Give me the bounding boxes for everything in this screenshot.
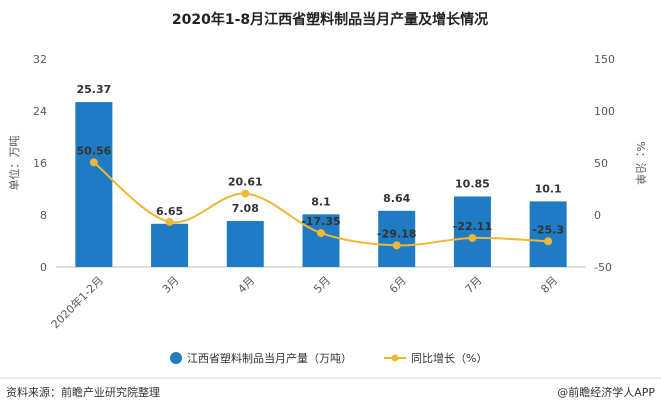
bar-value-label-6: 10.1	[535, 182, 562, 195]
x-tick-5: 7月	[463, 274, 485, 296]
footer-source: 资料来源：前瞻产业研究院整理	[6, 385, 160, 399]
x-tick-2: 4月	[235, 274, 257, 296]
x-tick-6: 8月	[538, 274, 560, 296]
line-series	[89, 158, 553, 250]
legend-item-bar[interactable]: 江西省塑料制品当月产量（万吨）	[170, 351, 352, 365]
bar-value-label-2: 7.08	[232, 202, 259, 215]
legend-bar-marker	[170, 352, 182, 364]
y-tick-left-3: 24	[33, 105, 47, 118]
growth-point-6[interactable]	[544, 237, 553, 246]
bar-value-label-0: 25.37	[76, 83, 111, 96]
bar-0[interactable]	[75, 102, 113, 267]
bar-1[interactable]	[151, 223, 189, 267]
y-tick-left-4: 32	[33, 53, 47, 66]
growth-value-label-4: -29.18	[377, 227, 416, 240]
bar-6[interactable]	[529, 201, 567, 267]
x-tick-1: 3月	[160, 274, 182, 296]
y-ticks-left: 0 8 16 24 32	[33, 53, 47, 274]
y-tick-left-1: 8	[40, 209, 47, 222]
growth-value-label-3: -17.35	[301, 215, 340, 228]
y-ticks-right: -50 0 50 100 150	[594, 53, 615, 274]
growth-point-1[interactable]	[165, 217, 174, 226]
bar-value-label-5: 10.85	[455, 177, 490, 190]
bar-series	[75, 102, 567, 267]
x-tick-0: 2020年1-2月	[48, 273, 106, 331]
growth-value-label-0: 50.56	[76, 144, 111, 157]
legend-bar-label: 江西省塑料制品当月产量（万吨）	[187, 351, 352, 365]
bar-3[interactable]	[302, 214, 340, 267]
x-tick-labels: 2020年1-2月 3月 4月 5月 6月 7月 8月	[48, 273, 560, 331]
y-axis-right: %：沿单	[634, 141, 647, 184]
x-tick-4: 6月	[387, 274, 409, 296]
y-axis-left-label: 单位：万吨	[7, 136, 21, 191]
bar-5[interactable]	[453, 196, 491, 267]
bar-2[interactable]	[226, 220, 264, 267]
legend: 江西省塑料制品当月产量（万吨） 同比增长（%）	[170, 351, 487, 365]
y-axis-left: 单位：万吨	[7, 136, 21, 191]
growth-point-3[interactable]	[317, 229, 325, 238]
bar-value-label-3: 8.1	[311, 195, 331, 208]
chart-title: 2020年1-8月江西省塑料制品当月产量及增长情况	[172, 11, 488, 28]
growth-value-label-2: 20.61	[228, 176, 263, 189]
y-tick-left-2: 16	[33, 157, 47, 170]
growth-point-2[interactable]	[241, 189, 250, 198]
growth-value-label-5: -22.11	[453, 220, 492, 233]
y-tick-right-1: 0	[594, 209, 601, 222]
y-tick-right-0: -50	[594, 261, 612, 274]
legend-line-dot	[391, 354, 399, 362]
bar-4[interactable]	[378, 210, 416, 267]
growth-point-0[interactable]	[89, 158, 98, 167]
bar-value-label-4: 8.64	[383, 192, 410, 205]
data-labels: 25.37 6.65 7.08 8.1 8.64 10.85 10.1 50.56 20.61 -…	[76, 83, 564, 240]
bar-value-label-1: 6.65	[156, 205, 183, 218]
legend-line-label: 同比增长（%）	[411, 351, 487, 365]
y-tick-right-4: 150	[594, 53, 615, 66]
growth-point-5[interactable]	[468, 233, 477, 242]
footer-brand: @前瞻经济学人APP	[557, 385, 655, 399]
growth-point-4[interactable]	[392, 241, 401, 250]
y-tick-right-2: 50	[594, 157, 608, 170]
growth-value-label-6: -25.3	[532, 223, 564, 236]
legend-item-line[interactable]: 同比增长（%）	[384, 351, 487, 365]
y-tick-right-3: 100	[594, 105, 615, 118]
y-axis-right-label: %：沿单	[634, 141, 647, 184]
x-tick-3: 5月	[311, 274, 333, 296]
y-tick-left-0: 0	[40, 261, 47, 274]
